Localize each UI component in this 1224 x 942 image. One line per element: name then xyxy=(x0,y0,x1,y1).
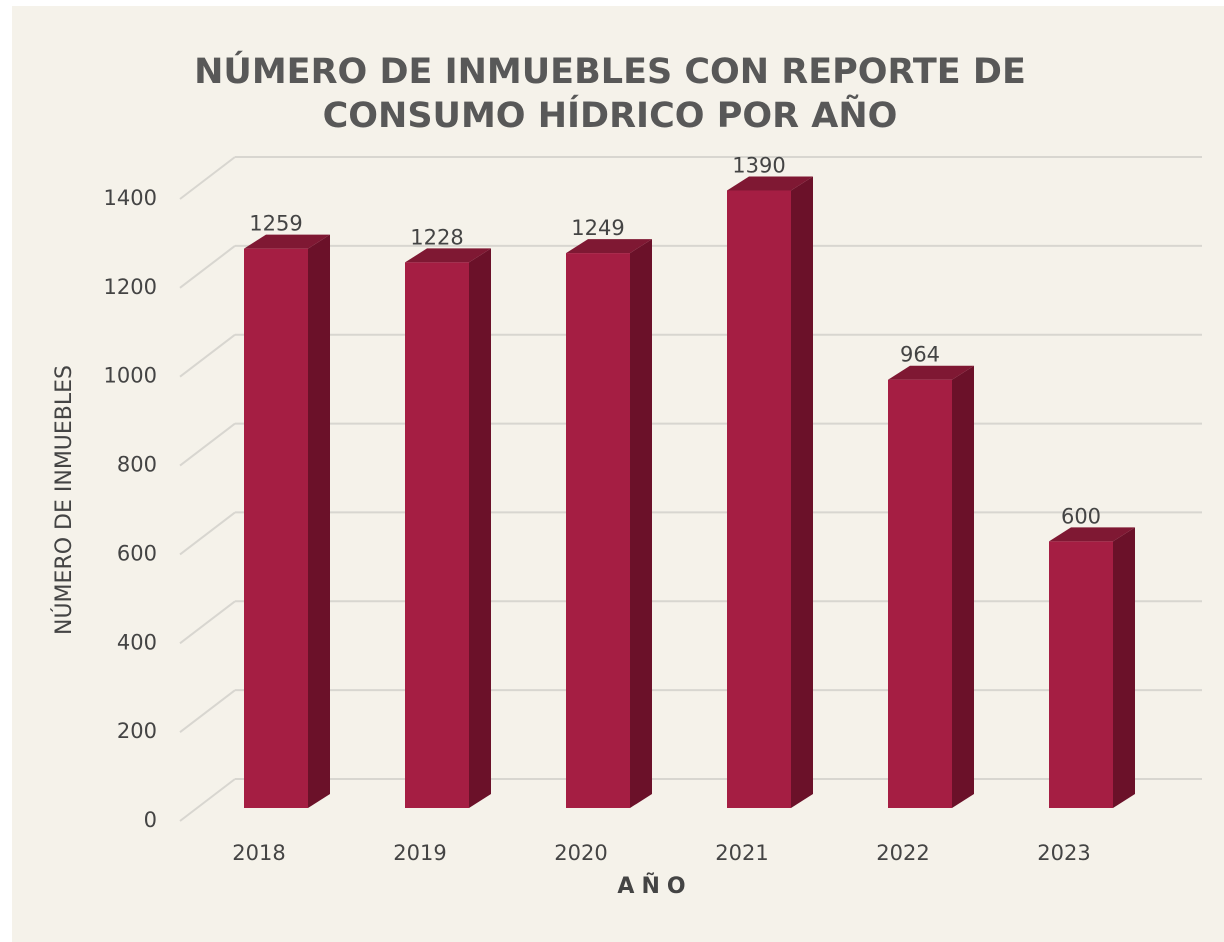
bar-side xyxy=(469,248,491,809)
x-tick-label: 2018 xyxy=(232,841,285,865)
grid-line xyxy=(179,511,236,556)
bar xyxy=(1049,541,1113,808)
bar-top xyxy=(727,176,813,191)
chart-title: CONSUMO HÍDRICO POR AÑO xyxy=(323,94,898,136)
value-label: 1259 xyxy=(249,212,302,236)
y-tick-label: 1000 xyxy=(104,364,157,388)
y-tick-label: 800 xyxy=(117,453,157,477)
value-label: 964 xyxy=(900,343,940,367)
bar-side xyxy=(308,234,330,808)
bar xyxy=(888,379,952,808)
x-tick-label: 2019 xyxy=(393,841,446,865)
bar-top xyxy=(244,234,330,249)
value-label: 1390 xyxy=(732,153,785,177)
y-tick-label: 1400 xyxy=(104,186,157,210)
bar xyxy=(244,248,308,808)
x-tick-label: 2020 xyxy=(554,841,607,865)
y-tick-label: 200 xyxy=(117,719,157,743)
bar-top xyxy=(1049,527,1135,542)
x-axis-label: AÑO xyxy=(617,873,692,899)
bar-side xyxy=(630,239,652,808)
y-axis-label: NÚMERO DE INMUEBLES xyxy=(51,365,77,635)
y-tick-label: 600 xyxy=(117,541,157,565)
bar xyxy=(727,190,791,808)
bar xyxy=(405,262,469,809)
value-label: 1249 xyxy=(571,216,624,240)
grid-line xyxy=(179,600,236,645)
bar-side xyxy=(791,176,813,808)
grid-line xyxy=(179,778,236,822)
bar-top xyxy=(888,365,974,380)
bar-side xyxy=(952,365,974,808)
x-tick-label: 2023 xyxy=(1037,841,1090,865)
bar-top xyxy=(566,239,652,254)
x-tick-label: 2021 xyxy=(715,841,768,865)
bar xyxy=(566,253,630,808)
value-label: 1228 xyxy=(410,225,463,249)
bar-top xyxy=(405,248,491,263)
y-tick-label: 400 xyxy=(117,630,157,654)
value-label: 600 xyxy=(1061,504,1101,528)
x-tick-label: 2022 xyxy=(876,841,929,865)
chart-title: NÚMERO DE INMUEBLES CON REPORTE DE xyxy=(194,50,1026,92)
grid-line xyxy=(179,156,236,200)
grid-line xyxy=(179,422,236,467)
y-tick-label: 1200 xyxy=(104,275,157,299)
grid-line xyxy=(179,689,236,733)
grid-line xyxy=(179,333,236,378)
grid-line xyxy=(179,245,236,289)
y-tick-label: 0 xyxy=(144,808,157,832)
bar-side xyxy=(1113,527,1135,808)
